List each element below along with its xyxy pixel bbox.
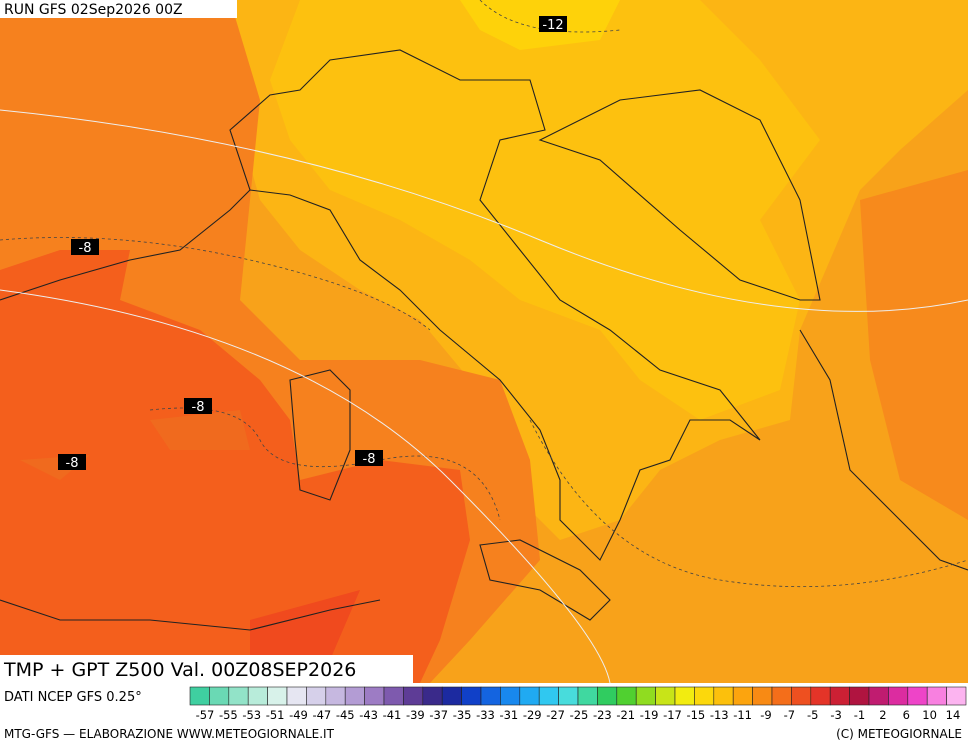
grid-lines	[0, 109, 968, 684]
colorbar-label: -57	[196, 708, 215, 722]
map-title: TMP + GPT Z500 Val. 00Z08SEP2026	[3, 659, 356, 681]
colorbar-label: -43	[359, 708, 378, 722]
contour-label: -8	[363, 452, 376, 467]
copyright: (C) METEOGIORNALE	[836, 727, 962, 741]
colorbar-cell	[888, 686, 909, 706]
colorbar-label: -55	[219, 708, 238, 722]
colorbar-label: -25	[570, 708, 589, 722]
colorbar-label: -9	[760, 708, 771, 722]
colorbar-label: -41	[383, 708, 402, 722]
colorbar-cell	[500, 686, 521, 706]
colorbar-cell	[732, 686, 753, 706]
title-box	[0, 655, 413, 683]
colorbar-cell	[441, 686, 462, 706]
contour-label-box	[355, 450, 383, 466]
colorbar-label: -13	[710, 708, 729, 722]
colorbar-label: 6	[903, 708, 910, 722]
colorbar-cell	[829, 686, 850, 706]
colorbar-label: -31	[499, 708, 518, 722]
colorbar-label: 14	[946, 708, 961, 722]
colorbar-cell	[752, 686, 773, 706]
colorbar-cell	[907, 686, 928, 706]
colorbar-label: -33	[476, 708, 495, 722]
colorbar-label: -19	[640, 708, 659, 722]
run-box	[0, 0, 237, 18]
colorbar-cell	[189, 686, 210, 706]
colorbar-label: -53	[242, 708, 261, 722]
colorbar-label: -27	[546, 708, 565, 722]
colorbar-label: -15	[686, 708, 705, 722]
colorbar-cell	[519, 686, 540, 706]
colorbar-label: -39	[406, 708, 425, 722]
credit: MTG-GFS — ELABORAZIONE WWW.METEOGIORNALE…	[4, 727, 335, 741]
colorbar-label: -3	[830, 708, 841, 722]
contour-label-box	[184, 398, 212, 414]
colorbar	[189, 686, 967, 706]
colorbar-label: -23	[593, 708, 612, 722]
contour-label-box	[539, 16, 567, 32]
colorbar-cell	[694, 686, 715, 706]
colorbar-cell	[228, 686, 249, 706]
colorbar-cell	[868, 686, 889, 706]
colorbar-label: -51	[266, 708, 285, 722]
colorbar-label: -35	[453, 708, 472, 722]
contour-labels: -12 -8 -8 -8 -8	[58, 16, 567, 471]
colorbar-cell	[674, 686, 695, 706]
colorbar-cell	[597, 686, 618, 706]
colorbar-cell	[461, 686, 482, 706]
colorbar-cell	[364, 686, 385, 706]
colorbar-cell	[247, 686, 268, 706]
colorbar-cell	[325, 686, 346, 706]
colorbar-cell	[267, 686, 288, 706]
colorbar-label: -47	[312, 708, 331, 722]
colorbar-cell	[344, 686, 365, 706]
run-label: RUN GFS 02Sep2026 00Z	[4, 2, 183, 18]
colorbar-label: -21	[616, 708, 635, 722]
colorbar-cell	[713, 686, 734, 706]
colorbar-cell	[209, 686, 230, 706]
colorbar-labels: -57 -55 -53 -51 -49 -47 -45 -43 -41 -39 -37 -35 -33-…	[196, 708, 961, 722]
contours	[0, 0, 968, 588]
colorbar-label: -37	[429, 708, 448, 722]
colorbar-label: -17	[663, 708, 682, 722]
colorbar-cell	[791, 686, 812, 706]
colorbar-cell	[558, 686, 579, 706]
colorbar-cell	[422, 686, 443, 706]
colorbar-cell	[383, 686, 404, 706]
contour-label-box	[71, 239, 99, 255]
temperature-field	[0, 0, 968, 683]
colorbar-cell	[655, 686, 676, 706]
colorbar-cell	[616, 686, 637, 706]
contour-label: -8	[192, 400, 205, 415]
contour-label: -12	[542, 18, 563, 33]
colorbar-label: 2	[879, 708, 886, 722]
colorbar-cell	[538, 686, 559, 706]
colorbar-cell	[480, 686, 501, 706]
colorbar-cell	[635, 686, 656, 706]
colorbar-cell	[403, 686, 424, 706]
colorbar-label: -5	[807, 708, 818, 722]
contour-label: -8	[66, 456, 79, 471]
contour-label: -8	[79, 241, 92, 256]
colorbar-label: 10	[922, 708, 937, 722]
colorbar-label: -45	[336, 708, 355, 722]
colorbar-label: -7	[784, 708, 795, 722]
colorbar-cell	[810, 686, 831, 706]
coastlines	[0, 49, 968, 631]
colorbar-cell	[926, 686, 947, 706]
colorbar-cell	[849, 686, 870, 706]
colorbar-cell	[286, 686, 307, 706]
colorbar-cell	[577, 686, 598, 706]
colorbar-label: -1	[854, 708, 865, 722]
colorbar-label: -29	[523, 708, 542, 722]
source-label: DATI NCEP GFS 0.25°	[4, 690, 142, 705]
colorbar-label: -49	[289, 708, 308, 722]
contour-label-box	[58, 454, 86, 470]
colorbar-cell	[306, 686, 327, 706]
colorbar-cell	[946, 686, 967, 706]
colorbar-label: -11	[733, 708, 752, 722]
colorbar-cell	[771, 686, 792, 706]
